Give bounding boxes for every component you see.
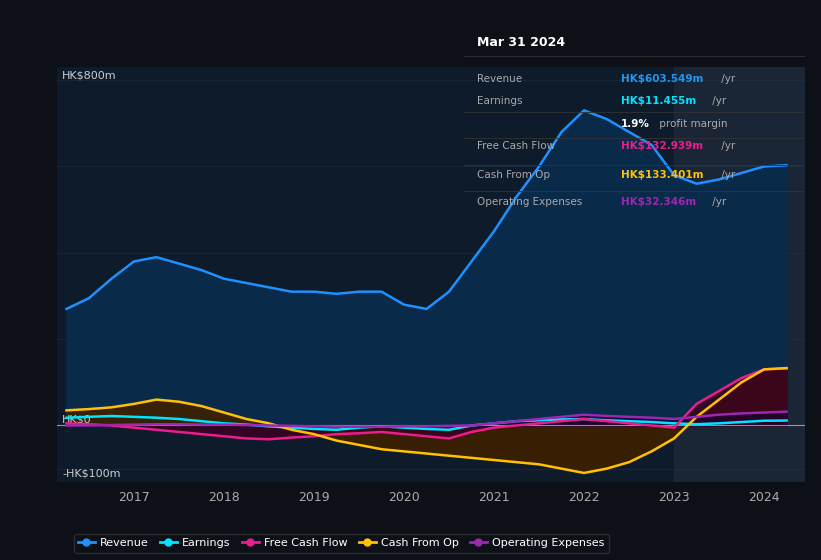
- Text: HK$0: HK$0: [62, 414, 92, 424]
- Text: Free Cash Flow: Free Cash Flow: [478, 141, 556, 151]
- Bar: [674, 67, 805, 482]
- Text: 1.9%: 1.9%: [621, 119, 649, 129]
- Text: profit margin: profit margin: [656, 119, 727, 129]
- Text: HK$32.346m: HK$32.346m: [621, 197, 696, 207]
- Text: /yr: /yr: [718, 74, 736, 84]
- Legend: Revenue, Earnings, Free Cash Flow, Cash From Op, Operating Expenses: Revenue, Earnings, Free Cash Flow, Cash …: [74, 534, 609, 553]
- Text: /yr: /yr: [709, 96, 727, 106]
- Text: Earnings: Earnings: [478, 96, 523, 106]
- Text: HK$11.455m: HK$11.455m: [621, 96, 696, 106]
- Text: /yr: /yr: [709, 197, 727, 207]
- Text: -HK$100m: -HK$100m: [62, 469, 121, 479]
- Text: Cash From Op: Cash From Op: [478, 170, 551, 180]
- Text: HK$133.401m: HK$133.401m: [621, 170, 703, 180]
- Text: HK$132.939m: HK$132.939m: [621, 141, 703, 151]
- Text: /yr: /yr: [718, 141, 736, 151]
- Text: HK$800m: HK$800m: [62, 70, 117, 80]
- Text: Revenue: Revenue: [478, 74, 523, 84]
- Text: Mar 31 2024: Mar 31 2024: [478, 36, 566, 49]
- Text: /yr: /yr: [718, 170, 736, 180]
- Text: Operating Expenses: Operating Expenses: [478, 197, 583, 207]
- Text: HK$603.549m: HK$603.549m: [621, 74, 703, 84]
